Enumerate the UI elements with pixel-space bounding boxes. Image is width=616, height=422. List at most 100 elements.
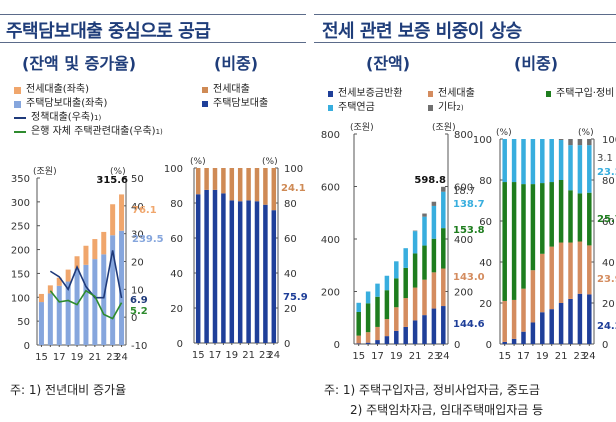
bar-deposit-return	[356, 343, 361, 344]
x-tick-label: 19	[536, 351, 549, 362]
bar-purchase-share	[549, 182, 554, 247]
chart3-subtitle: (잔액)	[366, 54, 411, 73]
legend-row-1: 전세보증금반환 전세대출 주택구입·정비 등1)	[328, 87, 616, 101]
chart2-subtitle: (비중)	[214, 54, 259, 73]
y-tick-label-right: 0	[602, 340, 608, 351]
bar-mortgage-share	[246, 200, 251, 343]
bar-other-share	[587, 139, 592, 146]
y-tick-label-left: 200	[11, 246, 30, 257]
x-tick-label: 19	[390, 351, 403, 362]
y-tick-label-right: 40	[284, 269, 297, 280]
y-tick-label-left: 200	[321, 288, 340, 299]
bar-jeonse-share	[195, 168, 201, 195]
x-tick-label: 21	[409, 351, 422, 362]
bar-purchase	[403, 267, 408, 299]
bar-pension-share	[568, 145, 573, 191]
bar-jeonse-share	[221, 168, 226, 194]
y-tick-label-left: 0	[334, 340, 340, 351]
legend-swatch	[202, 101, 208, 107]
footnote-mark: 1)	[155, 128, 163, 136]
x-tick-label: 15	[192, 350, 205, 361]
y-tick-label-right: 40	[131, 202, 144, 213]
bar-jeonse-loan	[74, 256, 80, 269]
legend-swatch	[428, 91, 433, 97]
bar-jeonse-loan	[422, 279, 427, 316]
y-tick-label-left: 100	[164, 164, 183, 175]
y-tick-label-right: 40	[602, 258, 615, 269]
y-tick-label-left: 0	[486, 340, 492, 351]
bar-jeonse-loan-share	[577, 241, 583, 294]
y-tick-label-left: 20	[479, 299, 492, 310]
label-jeonse-share: 24.1	[281, 183, 306, 194]
legend-label: 주택담보대출(좌축)	[26, 98, 108, 109]
bar-deposit-return	[422, 315, 427, 344]
bar-jeonse-loan	[65, 269, 71, 282]
y-tick-label-left: 600	[321, 183, 340, 194]
bar-jeonse-loan	[375, 326, 380, 341]
bar-deposit-return-share	[549, 309, 554, 344]
legend-line	[14, 131, 26, 133]
bar-other	[431, 201, 437, 206]
bar-jeonse-share	[237, 168, 243, 202]
label-total: 598.8	[414, 175, 446, 186]
bar-jeonse-share	[246, 168, 251, 201]
legend-label: 전세대출	[438, 88, 475, 99]
label-series-value: 144.6	[453, 319, 485, 330]
bar-purchase-share	[587, 192, 592, 246]
y-unit-right: (%)	[262, 157, 278, 167]
bar-mortgage-share	[221, 193, 226, 343]
label-series-share: 25.7	[597, 214, 616, 225]
bar-purchase	[431, 238, 437, 273]
legend-label: 기타	[438, 102, 457, 113]
bar-purchase	[384, 290, 390, 320]
legend-label: 은행 자체 주택관련대출(우축)	[31, 126, 156, 137]
title-rule	[314, 42, 616, 43]
bar-purchase-share	[577, 193, 583, 242]
bar-deposit-return	[403, 326, 408, 344]
bar-jeonse-loan	[56, 277, 62, 286]
y-unit-left: (%)	[190, 157, 206, 167]
bar-other	[441, 186, 446, 192]
x-tick-label: 15	[35, 352, 48, 363]
bar-purchase	[365, 303, 371, 333]
bar-pension-share	[587, 145, 592, 193]
right-panel: 전세 관련 보증 비중이 상승 (잔액) (비중) 전세보증금반환 전세대출 주…	[314, 0, 616, 422]
bar-other-share	[577, 139, 583, 146]
bar-jeonse-loan-share	[502, 300, 507, 342]
bar-jeonse-loan	[394, 307, 399, 331]
x-tick-label: 21	[88, 352, 101, 363]
bar-mortgage-share	[204, 189, 209, 343]
x-tick-label: 23	[574, 351, 587, 362]
legend-label: 전세대출	[213, 84, 250, 95]
y-tick-label-left: 0	[24, 341, 30, 352]
bar-jeonse-loan	[431, 272, 437, 309]
bar-pension	[365, 291, 371, 304]
chart3-legend: 전세보증금반환 전세대출 주택구입·정비 등1) 주택연금 기타2)	[328, 87, 616, 115]
legend-label: 주택구입·정비 등	[556, 88, 616, 99]
y-tick-label-right: 400	[454, 235, 473, 246]
line-bank-loan	[49, 289, 123, 320]
bar-pension-share	[540, 139, 545, 184]
y-tick-label-right: 10	[131, 285, 144, 296]
legend-label: 정책대출(우축)	[31, 112, 95, 123]
y-tick-label-right: 0	[454, 340, 460, 351]
label-series-share: 23.9	[597, 274, 616, 285]
bar-other	[412, 230, 418, 232]
y-tick-label-right: 50	[131, 174, 144, 185]
bar-jeonse-loan	[365, 332, 371, 343]
chart1-legend: 전세대출(좌축) 주택담보대출(좌축) 정책대출(우축) 1) 은행 자체 주택관…	[14, 83, 163, 139]
y-tick-label-left: 60	[479, 217, 492, 228]
bar-pension-share	[502, 139, 507, 183]
y-tick-label-left: 800	[321, 130, 340, 141]
bar-purchase	[394, 278, 399, 308]
bar-deposit-return-share	[568, 298, 573, 344]
bar-pension	[394, 261, 399, 279]
legend-item-jeonse: 전세대출(좌축)	[14, 83, 163, 97]
bar-purchase-share	[521, 184, 526, 289]
bar-mortgage	[110, 235, 116, 345]
chart4-guarantee-share: 0 20 40 60 80 100 0 20 40 60 80 100 (%) (%) 15 17 19 21 23…	[473, 128, 616, 362]
bar-pension	[422, 216, 427, 246]
x-tick-label: 24	[583, 351, 596, 362]
y-unit-left: (조원)	[33, 166, 57, 177]
